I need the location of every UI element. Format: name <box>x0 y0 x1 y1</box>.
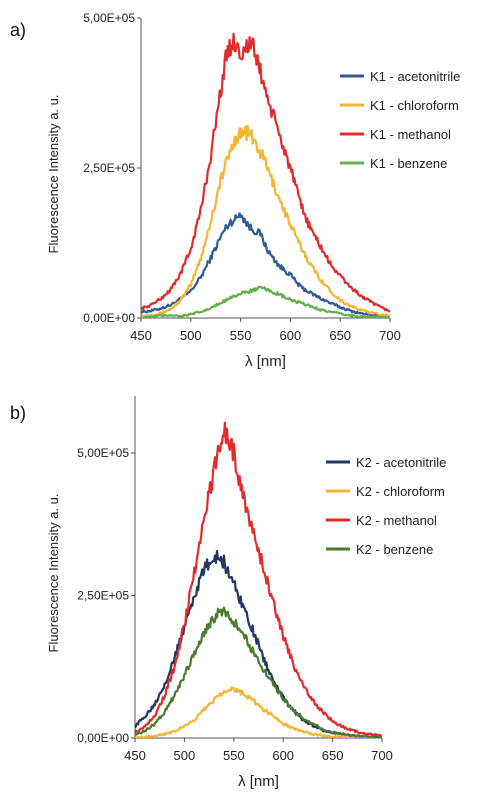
legend-label: K1 - methanol <box>370 127 451 142</box>
x-tick-label: 700 <box>371 748 393 763</box>
legend-label: K2 - acetonitrile <box>356 455 446 470</box>
y-axis-title: Fluorescence Intensity a. u. <box>46 95 61 254</box>
y-tick-label: 0,00E+00 <box>83 311 135 325</box>
legend-label: K2 - chloroform <box>356 484 445 499</box>
series-line <box>135 606 382 738</box>
y-axis-title: Fluorescence Intensity a. u. <box>46 494 61 653</box>
x-tick-label: 550 <box>223 748 245 763</box>
x-tick-label: 550 <box>230 328 252 343</box>
x-tick-label: 600 <box>272 748 294 763</box>
y-tick-label: 2,50E+05 <box>83 161 135 175</box>
series-line <box>135 421 382 738</box>
legend-label: K2 - benzene <box>356 542 433 557</box>
series-line <box>141 285 390 318</box>
panel-label-a: a) <box>10 20 27 40</box>
x-axis-title: λ [nm] <box>238 773 279 790</box>
legend-label: K1 - chloroform <box>370 98 459 113</box>
x-tick-label: 700 <box>379 328 401 343</box>
legend-label: K2 - methanol <box>356 513 437 528</box>
x-tick-label: 650 <box>329 328 351 343</box>
series-line <box>141 32 390 313</box>
x-tick-label: 450 <box>124 748 146 763</box>
x-tick-label: 500 <box>180 328 202 343</box>
legend-label: K1 - benzene <box>370 156 447 171</box>
chart-panel-b: b) 450 500 550 600 650 700 0,00E+00 2,50E+05 5,0… <box>0 392 495 795</box>
x-tick-label: 600 <box>280 328 302 343</box>
x-tick-label: 500 <box>174 748 196 763</box>
chart-a: 450 500 550 600 650 700 0,00E+00 2,50E+05 5,00E+… <box>46 11 460 370</box>
panel-label-b: b) <box>10 403 27 423</box>
y-tick-label: 5,00E+05 <box>83 11 135 25</box>
y-tick-label: 5,00E+05 <box>77 446 129 460</box>
chart-panel-a: a) 450 500 550 600 650 700 0,00E+00 2,50E+05 5,0… <box>0 0 495 390</box>
y-tick-label: 2,50E+05 <box>77 589 129 603</box>
y-tick-label: 0,00E+00 <box>77 731 129 745</box>
legend-label: K1 - acetonitrile <box>370 69 460 84</box>
series-line <box>135 686 382 738</box>
x-tick-label: 650 <box>322 748 344 763</box>
chart-b: 450 500 550 600 650 700 0,00E+00 2,50E+05 5,00E+… <box>46 396 446 790</box>
series-line <box>141 124 390 318</box>
x-axis-title: λ [nm] <box>245 353 286 370</box>
series-line <box>135 549 382 738</box>
x-tick-label: 450 <box>130 328 152 343</box>
